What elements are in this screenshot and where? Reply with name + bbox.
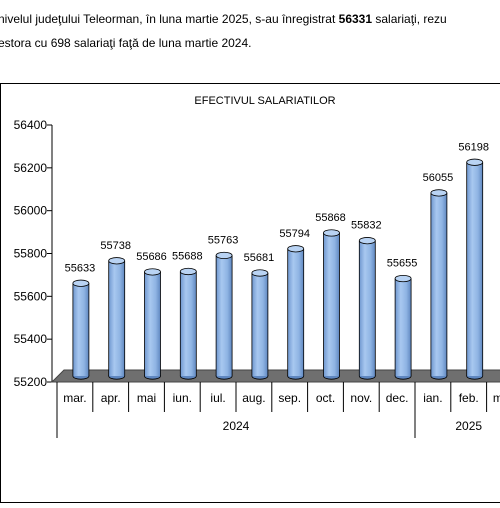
chart-title: EFECTIVUL SALARIATILOR [194, 95, 335, 107]
bar [467, 159, 483, 379]
x-tick-label: feb. [459, 391, 479, 405]
x-tick-label: oct. [316, 391, 335, 405]
bar [431, 190, 447, 380]
bar [145, 269, 161, 379]
employee-count-value: 56331 [339, 12, 372, 26]
bar-top [359, 237, 375, 243]
data-label: 55633 [65, 262, 96, 274]
data-label: 55794 [279, 228, 310, 240]
bar-top [145, 269, 161, 275]
x-tick-label: sep. [278, 391, 301, 405]
bar [359, 237, 375, 379]
data-label: 55686 [136, 251, 167, 263]
bar-top [395, 275, 411, 281]
bar-body [395, 279, 411, 376]
bar-top [252, 270, 268, 276]
y-tick-label: 55400 [14, 332, 48, 346]
x-tick-label: iul. [210, 391, 225, 405]
bar [216, 252, 232, 379]
paragraph-line-2: estora cu 698 salariaţi faţă de luna mar… [0, 31, 500, 55]
data-label: 56055 [423, 172, 454, 184]
paragraph-text: salariaţi, rezu [372, 12, 447, 26]
bar-body [145, 272, 161, 376]
bar-body [467, 162, 483, 376]
y-tick-label: 56200 [14, 161, 48, 175]
bar-top [467, 159, 483, 165]
bar [395, 275, 411, 379]
bar [324, 230, 340, 379]
bar-body [324, 233, 340, 376]
bar [180, 268, 196, 379]
data-label: 55832 [351, 220, 382, 232]
bar-top [216, 252, 232, 258]
y-tick-label: 55600 [14, 289, 48, 303]
y-tick-label: 55800 [14, 247, 48, 261]
x-tick-label: dec. [386, 391, 409, 405]
bar [288, 246, 304, 380]
bar-top [180, 268, 196, 274]
bar [109, 258, 125, 380]
bar-top [288, 246, 304, 252]
data-label: 55681 [244, 252, 275, 264]
x-tick-label: mar. [493, 391, 500, 405]
bar-body [252, 273, 268, 376]
bar-body [180, 271, 196, 376]
bar-body [216, 255, 232, 376]
bar-top [109, 258, 125, 264]
x-tick-label: nov. [350, 391, 372, 405]
data-label: 55688 [172, 250, 203, 262]
x-tick-label: aug. [242, 391, 265, 405]
bar [73, 280, 89, 379]
y-tick-label: 56400 [14, 118, 48, 132]
employee-count-chart: EFECTIVUL SALARIATILOR 55200 55400 55600 55… [0, 83, 500, 503]
bar-body [73, 283, 89, 376]
intro-paragraph: nivelul judeţului Teleorman, în luna mar… [0, 7, 500, 55]
bar-body [288, 249, 304, 376]
chart-frame: EFECTIVUL SALARIATILOR 55200 55400 55600 55… [0, 83, 500, 503]
y-tick-label: 56000 [14, 204, 48, 218]
data-label: 55763 [208, 234, 239, 246]
bar-body [431, 193, 447, 376]
data-label: 55738 [100, 240, 131, 252]
data-label: 55655 [387, 258, 418, 270]
data-label: 56198 [458, 141, 489, 153]
x-tick-label: mar. [63, 391, 86, 405]
x-tick-label: ian. [423, 391, 442, 405]
bar-body [109, 261, 125, 376]
year-label: 2024 [223, 419, 250, 433]
x-tick-label: iun. [173, 391, 192, 405]
bar-top [431, 190, 447, 196]
y-tick-label: 55200 [14, 375, 48, 389]
bar [252, 270, 268, 379]
paragraph-text: nivelul judeţului Teleorman, în luna mar… [0, 12, 339, 26]
paragraph-line-1: nivelul judeţului Teleorman, în luna mar… [0, 7, 500, 31]
x-tick-label: mai [137, 391, 156, 405]
bar-top [324, 230, 340, 236]
bar-body [359, 241, 375, 376]
x-tick-label: apr. [101, 391, 121, 405]
data-label: 55868 [315, 212, 346, 224]
year-label: 2025 [455, 419, 482, 433]
bar-top [73, 280, 89, 286]
